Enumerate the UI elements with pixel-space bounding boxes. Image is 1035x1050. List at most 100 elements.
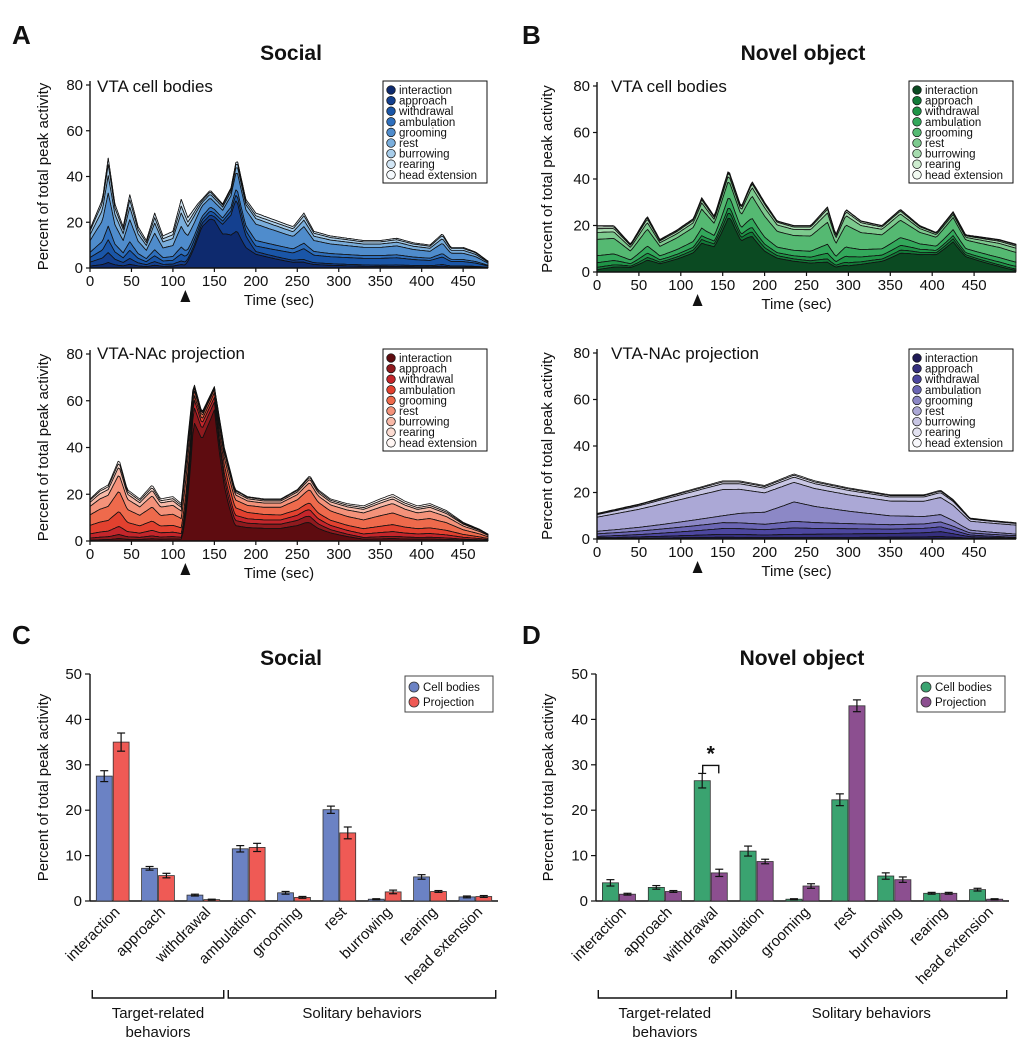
x-tick-label: 100 (668, 544, 693, 561)
y-tick-label: 40 (66, 440, 83, 457)
x-tick-label: 300 (836, 277, 861, 294)
legend-swatch (912, 374, 922, 384)
legend-label: grooming (399, 127, 447, 139)
error-bar (207, 898, 216, 901)
group-label: Target-related (112, 1005, 205, 1022)
legend: interactionapproachwithdrawalambulationg… (908, 348, 1014, 452)
category-label: grooming (757, 904, 813, 960)
legend-swatch (912, 395, 922, 406)
y-tick-label: 40 (65, 711, 82, 728)
legend-swatch (386, 395, 396, 406)
x-tick-label: 400 (920, 544, 945, 561)
x-tick-label: 0 (86, 273, 94, 290)
legend-label: burrowing (925, 417, 976, 429)
legend-swatch (386, 127, 396, 138)
legend-swatch (912, 117, 922, 127)
category-label: interaction (569, 904, 630, 965)
legend-swatch (386, 438, 396, 448)
legend-label: head extension (399, 438, 477, 450)
error-bar (162, 872, 171, 879)
significance-bracket (701, 764, 720, 774)
panel-c-title: Social (260, 647, 322, 670)
y-tick-label: 20 (66, 214, 83, 231)
legend-swatch (912, 438, 922, 448)
x-tick-label: 350 (368, 546, 393, 563)
error-bar (281, 890, 290, 895)
category-label: rest (830, 903, 860, 933)
y-tick-label: 50 (65, 666, 82, 683)
axes: 0 20 40 60 80 0 50 100 150 200 250 300 350 400 450 (66, 77, 488, 290)
legend: interactionapproachwithdrawalambulationg… (908, 80, 1014, 184)
x-tick-label: 350 (878, 544, 903, 561)
y-axis-label: Percent of total peak activity (539, 85, 556, 273)
x-tick-label: 150 (202, 273, 227, 290)
legend-swatch (912, 106, 922, 116)
x-tick-label: 200 (243, 546, 268, 563)
error-bar (253, 842, 262, 853)
error-bar (100, 770, 109, 783)
legend-swatch (386, 416, 396, 427)
x-tick-label: 450 (451, 273, 476, 290)
legend-swatch (912, 95, 922, 106)
bars (602, 699, 1004, 902)
y-tick-label: 30 (571, 757, 588, 774)
x-tick-label: 250 (285, 273, 310, 290)
legend-label: interaction (925, 85, 978, 97)
legend-swatch (386, 95, 396, 106)
y-tick-label: 10 (65, 848, 82, 865)
axes: 0 20 40 60 80 0 50 100 150 200 250 300 350 400 450 (573, 78, 1016, 294)
significance-star: * (707, 742, 716, 765)
y-tick-label: 0 (75, 533, 83, 550)
y-tick-label: 40 (66, 169, 83, 186)
error-bar (343, 826, 352, 840)
legend-label: approach (399, 96, 447, 108)
x-tick-label: 200 (243, 273, 268, 290)
bar-projection-withdrawal (710, 872, 728, 902)
bar-cell-bodies-rest (322, 809, 340, 902)
x-tick-label: 150 (710, 544, 735, 561)
x-tick-label: 150 (202, 546, 227, 563)
group-bracket (597, 990, 733, 999)
x-tick-label: 250 (285, 546, 310, 563)
legend-box (382, 348, 488, 452)
panel-letter-b: B (522, 20, 541, 50)
bar-chart-social: 0 10 20 30 40 50 Percent of total peak activit… (35, 666, 498, 1041)
error-bar (789, 898, 798, 901)
y-tick-label: 80 (573, 345, 590, 362)
y-tick-label: 0 (75, 260, 83, 277)
error-bar (236, 845, 245, 853)
legend-swatch (408, 696, 420, 708)
legend-swatch (920, 681, 932, 693)
legend-swatch (386, 363, 396, 374)
legend-label: Cell bodies (423, 682, 480, 694)
legend-label: ambulation (399, 117, 455, 129)
bar-projection-ambulation (756, 861, 774, 902)
group-label: Target-related (619, 1005, 712, 1022)
y-tick-label: 80 (66, 77, 83, 94)
error-bar (117, 732, 126, 752)
x-tick-label: 250 (794, 277, 819, 294)
x-tick-label: 200 (752, 544, 777, 561)
axes: 0 20 40 60 80 0 50 100 150 200 250 300 350 400 450 (573, 345, 1016, 561)
legend-label: ambulation (925, 117, 981, 129)
bar-cell-bodies-rearing (413, 876, 430, 902)
y-tick-label: 0 (582, 264, 590, 281)
x-tick-label: 450 (962, 544, 987, 561)
error-bar (927, 891, 936, 895)
legend-swatch (912, 85, 922, 95)
legend-label: grooming (925, 395, 973, 407)
legend-label: withdrawal (398, 374, 453, 386)
legend-swatch (912, 170, 922, 180)
legend-box (908, 348, 1014, 452)
x-tick-label: 50 (631, 277, 648, 294)
legend-label: withdrawal (924, 106, 979, 118)
area-chart-social-cell-bodies: 0 20 40 60 80 0 50 100 150 200 250 300 350 400 450 Time… (35, 77, 489, 309)
y-tick-label: 50 (571, 666, 588, 683)
x-tick-label: 250 (794, 544, 819, 561)
legend: Cell bodies Projection (404, 675, 494, 713)
legend-label: Projection (423, 697, 474, 709)
legend-label: grooming (399, 395, 447, 407)
legend-label: head extension (399, 170, 477, 182)
bar-cell-bodies-rest (831, 799, 849, 902)
panel-letter-a: A (12, 20, 31, 50)
